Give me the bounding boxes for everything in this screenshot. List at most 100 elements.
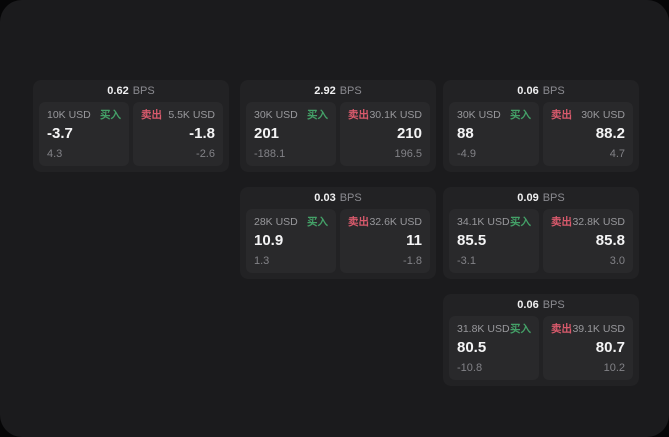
buy-top-row: 10K USD 买入 [47,108,121,122]
buy-size: 34.1K USD [457,216,510,228]
buy-size: 31.8K USD [457,323,510,335]
buy-price: 10.9 [254,232,284,249]
buy-size: 10K USD [47,109,91,121]
buy-delta: -188.1 [254,148,286,160]
spread-header: 0.06 BPS [443,294,639,316]
sell-quote-panel[interactable]: 卖出 30K USD 88.2 4.7 [543,102,633,166]
buy-delta: -10.8 [457,362,483,374]
spread-header: 2.92 BPS [240,80,436,102]
sell-badge: 卖出 [551,216,572,228]
sell-badge: 卖出 [551,109,572,121]
sell-top-row: 卖出 39.1K USD [551,322,625,336]
buy-badge: 买入 [510,323,531,335]
buy-quote-panel[interactable]: 30K USD 买入 88 -4.9 [449,102,539,166]
sell-price: 210 [396,125,422,142]
spread-value: 0.62 [107,85,129,97]
spread-header: 0.06 BPS [443,80,639,102]
buy-badge: 买入 [510,109,531,121]
sell-delta: -2.6 [196,148,215,160]
sell-top-row: 卖出 32.8K USD [551,215,625,229]
sell-badge: 卖出 [551,323,572,335]
quote-panels: 10K USD 买入 -3.7 4.3 卖出 5.5K USD -1.8 -2.… [33,102,229,172]
sell-price: -1.8 [189,125,215,142]
buy-quote-panel[interactable]: 30K USD 买入 201 -188.1 [246,102,336,166]
sell-size: 32.6K USD [369,216,422,228]
buy-top-row: 34.1K USD 买入 [457,215,531,229]
sell-price: 85.8 [595,232,625,249]
spread-value: 0.09 [517,192,539,204]
spread-unit-label: BPS [542,192,565,204]
quote-panels: 28K USD 买入 10.9 1.3 卖出 32.6K USD 11 -1.8 [240,209,436,279]
spread-header: 0.62 BPS [33,80,229,102]
buy-delta: -3.1 [457,255,476,267]
buy-size: 28K USD [254,216,298,228]
buy-quote-panel[interactable]: 31.8K USD 买入 80.5 -10.8 [449,316,539,380]
sell-price: 88.2 [595,125,625,142]
buy-badge: 买入 [307,109,328,121]
buy-quote-panel[interactable]: 28K USD 买入 10.9 1.3 [246,209,336,273]
sell-size: 5.5K USD [168,109,215,121]
spread-value: 0.03 [314,192,336,204]
sell-delta: 3.0 [609,255,625,267]
quote-card-4: 0.03 BPS 28K USD 买入 10.9 1.3 卖出 32.6K US… [240,187,436,279]
sell-size: 30.1K USD [369,109,422,121]
quote-card-3: 0.06 BPS 30K USD 买入 88 -4.9 卖出 30K USD [443,80,639,172]
sell-delta: 10.2 [603,362,625,374]
sell-quote-panel[interactable]: 卖出 39.1K USD 80.7 10.2 [543,316,633,380]
sell-top-row: 卖出 5.5K USD [141,108,215,122]
quote-card-2: 2.92 BPS 30K USD 买入 201 -188.1 卖出 30.1K … [240,80,436,172]
buy-top-row: 30K USD 买入 [457,108,531,122]
spread-unit-label: BPS [542,85,565,97]
sell-badge: 卖出 [348,109,369,121]
spread-value: 0.06 [517,299,539,311]
sell-price: 11 [406,232,422,249]
quote-card-6: 0.06 BPS 31.8K USD 买入 80.5 -10.8 卖出 39.1… [443,294,639,386]
sell-delta: 196.5 [394,148,422,160]
buy-badge: 买入 [100,109,121,121]
buy-size: 30K USD [254,109,298,121]
buy-quote-panel[interactable]: 10K USD 买入 -3.7 4.3 [39,102,129,166]
buy-top-row: 31.8K USD 买入 [457,322,531,336]
sell-top-row: 卖出 30.1K USD [348,108,422,122]
buy-price: 80.5 [457,339,487,356]
quote-panels: 30K USD 买入 201 -188.1 卖出 30.1K USD 210 1… [240,102,436,172]
sell-quote-panel[interactable]: 卖出 32.6K USD 11 -1.8 [340,209,430,273]
sell-delta: -1.8 [403,255,422,267]
spread-value: 0.06 [517,85,539,97]
sell-badge: 卖出 [141,109,162,121]
sell-size: 30K USD [581,109,625,121]
buy-top-row: 30K USD 买入 [254,108,328,122]
spread-unit-label: BPS [132,85,155,97]
spread-unit-label: BPS [339,192,362,204]
quote-card-1: 0.62 BPS 10K USD 买入 -3.7 4.3 卖出 5.5K USD [33,80,229,172]
buy-price: -3.7 [47,125,73,142]
quote-panels: 30K USD 买入 88 -4.9 卖出 30K USD 88.2 4.7 [443,102,639,172]
buy-price: 88 [457,125,474,142]
spread-unit-label: BPS [542,299,565,311]
sell-quote-panel[interactable]: 卖出 5.5K USD -1.8 -2.6 [133,102,223,166]
sell-size: 32.8K USD [572,216,625,228]
buy-quote-panel[interactable]: 34.1K USD 买入 85.5 -3.1 [449,209,539,273]
quote-card-5: 0.09 BPS 34.1K USD 买入 85.5 -3.1 卖出 32.8K… [443,187,639,279]
buy-size: 30K USD [457,109,501,121]
buy-badge: 买入 [307,216,328,228]
sell-quote-panel[interactable]: 卖出 30.1K USD 210 196.5 [340,102,430,166]
sell-top-row: 卖出 32.6K USD [348,215,422,229]
quote-panels: 34.1K USD 买入 85.5 -3.1 卖出 32.8K USD 85.8… [443,209,639,279]
sell-price: 80.7 [595,339,625,356]
buy-delta: 4.3 [47,148,63,160]
spread-value: 2.92 [314,85,336,97]
quote-panels: 31.8K USD 买入 80.5 -10.8 卖出 39.1K USD 80.… [443,316,639,386]
spread-header: 0.03 BPS [240,187,436,209]
spread-header: 0.09 BPS [443,187,639,209]
spread-unit-label: BPS [339,85,362,97]
buy-price: 85.5 [457,232,487,249]
buy-badge: 买入 [510,216,531,228]
sell-quote-panel[interactable]: 卖出 32.8K USD 85.8 3.0 [543,209,633,273]
buy-delta: 1.3 [254,255,270,267]
buy-delta: -4.9 [457,148,476,160]
sell-delta: 4.7 [609,148,625,160]
sell-size: 39.1K USD [572,323,625,335]
